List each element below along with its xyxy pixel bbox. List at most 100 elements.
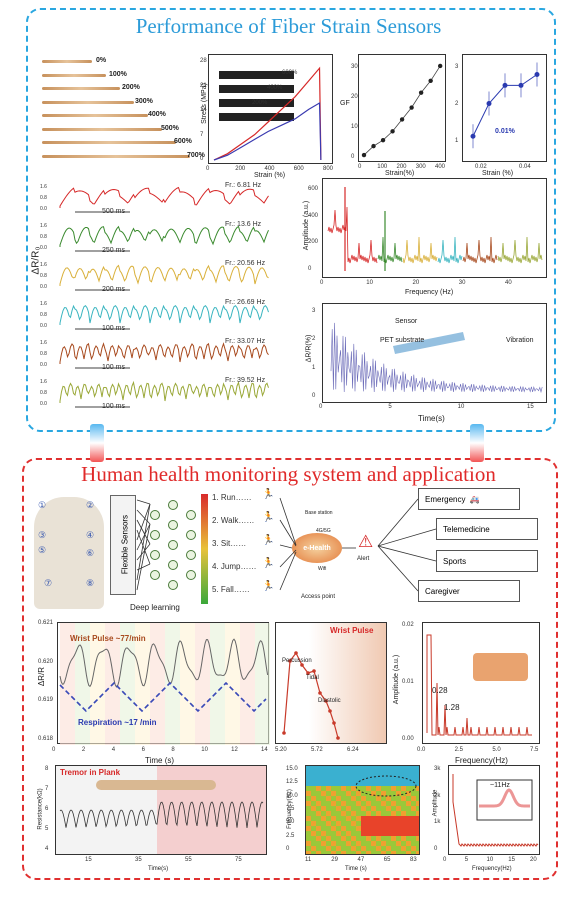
spectrogram-cell (316, 796, 321, 801)
fiber-sample (42, 87, 120, 90)
amp2-ytick: 2k (434, 792, 441, 799)
spectrogram-cell (376, 841, 381, 846)
respiration-rate: Respiration ~17 /min (78, 718, 157, 727)
spectrogram-cell (316, 826, 321, 831)
activity-label: 2. Walk…… (212, 516, 255, 525)
spectrogram-cell (411, 841, 416, 846)
vib-ytick: 0.8 (40, 273, 47, 279)
neural-network-node (150, 510, 160, 520)
gfz-ytick: 1 (455, 138, 459, 144)
spectrogram-cell (401, 786, 406, 791)
gf-zoom-chart (462, 54, 547, 162)
spectrogram-cell (351, 796, 356, 801)
highlight-ellipse (355, 775, 417, 797)
spectrogram-cell (316, 766, 321, 771)
vib-frequency-label: Fr.: 26.69 Hz (225, 299, 266, 306)
gf-xtick: 200 (396, 164, 407, 170)
stress-series-line (213, 66, 322, 161)
spectrogram-cell (361, 806, 366, 811)
vib-ytick: 0.8 (40, 390, 47, 396)
vib-frequency-label: Fr.: 39.52 Hz (225, 377, 266, 384)
spectrogram-cell (311, 846, 316, 851)
wrist-point (288, 659, 292, 663)
spectrogram-cell (316, 831, 321, 836)
tremor-xlabel: Time(s) (148, 866, 169, 872)
fft-xtick: 30 (458, 280, 466, 286)
gf-point (437, 63, 443, 69)
top-panel (26, 8, 556, 432)
spectrogram-cell (341, 826, 346, 831)
gf-xtick: 400 (435, 164, 446, 170)
spectrogram-cell (406, 826, 411, 831)
spectrogram-cell (386, 786, 391, 791)
amplitude2-chart (448, 765, 540, 855)
fft-ytick: 600 (308, 186, 319, 192)
stress-ytick: 14 (200, 107, 207, 113)
spectrogram-cell (371, 826, 376, 831)
spectrogram-cell (381, 851, 386, 854)
spectrogram-cell (391, 806, 396, 811)
spectrogram-cell (361, 816, 366, 821)
neural-network-node (186, 570, 196, 580)
amp1-ytick: 0.01 (402, 679, 414, 685)
spectrogram-cell (361, 766, 366, 771)
spec-xlabel: Time (s) (345, 866, 367, 872)
flexible-sensors-box: Flexible Sensors (110, 495, 136, 595)
spectrogram-cell (381, 786, 386, 791)
arrow (279, 544, 293, 549)
spectrogram-cell (341, 851, 346, 854)
amp1-trace (426, 634, 532, 736)
spectrogram-cell (366, 826, 371, 831)
spectrogram-cell (321, 841, 326, 846)
vib-ytick: 0.0 (40, 401, 47, 407)
spectrogram-cell (331, 846, 336, 851)
stress-strain-chart (208, 54, 333, 164)
vib-ytick: 0.8 (40, 312, 47, 318)
pulse-band (165, 623, 180, 745)
spectrogram-cell (346, 766, 351, 771)
wrist-point (312, 669, 316, 673)
spectrogram-cell (341, 846, 346, 851)
pulse-band (75, 623, 90, 745)
spec-xtick: 47 (357, 857, 365, 863)
spectrogram-cell (411, 776, 416, 781)
gf-ytick: 0 (351, 154, 355, 160)
spectrogram-cell (351, 776, 356, 781)
spectrogram-cell (331, 806, 336, 811)
spectrogram-cell (341, 776, 346, 781)
spectrogram-cell (411, 836, 416, 841)
arrow (136, 499, 151, 505)
spectrogram-cell (361, 791, 366, 796)
wrist-point (336, 736, 340, 740)
spectrogram-cell (371, 841, 376, 846)
spectrogram-cell (351, 836, 356, 841)
spectrogram-cell (406, 831, 411, 836)
spectrogram-cell (346, 816, 351, 821)
spectrogram-cell (331, 841, 336, 846)
sensor-position-number: ③ (38, 530, 47, 540)
spectrogram-cell (311, 776, 316, 781)
spectrogram-cell (371, 836, 376, 841)
activity-icon: 🏃 (262, 581, 275, 592)
spectrogram-cell (326, 776, 331, 781)
spectrogram-cell (326, 851, 331, 854)
spectrogram-cell (401, 776, 406, 781)
amp1-ylabel: Amplitude (a.u.) (393, 654, 401, 705)
spectrogram-cell (321, 851, 326, 854)
spectrogram-cell (416, 821, 419, 826)
spectrogram-cell (311, 851, 316, 854)
spectrogram-cell (361, 826, 366, 831)
spectrogram-chart (305, 765, 420, 855)
fft-segment (377, 236, 403, 264)
spectrogram-cell (326, 766, 331, 771)
gfzoom-xlabel: Strain (%) (482, 170, 514, 177)
spectrogram-cell (396, 811, 401, 816)
spectrogram-cell (391, 771, 396, 776)
spectrogram-cell (346, 821, 351, 826)
spectrogram-cell (396, 821, 401, 826)
spectrogram-cell (306, 776, 311, 781)
spectrogram-cell (401, 811, 406, 816)
amp1-xlabel: Frequency(Hz) (455, 756, 508, 765)
arrow (136, 529, 151, 565)
spectrogram-cell (346, 776, 351, 781)
